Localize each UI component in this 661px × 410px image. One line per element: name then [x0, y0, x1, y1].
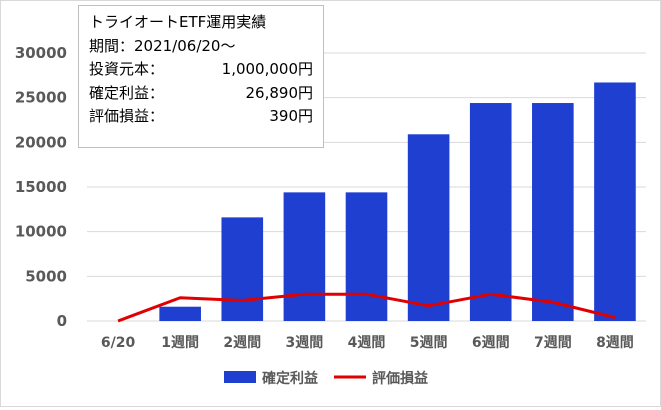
- x-tick-label: 6/20: [101, 335, 136, 351]
- x-tick-label: 2週間: [223, 335, 261, 351]
- bar-8: [594, 82, 636, 321]
- x-tick-label: 7週間: [534, 335, 572, 351]
- y-tick-label: 25000: [15, 89, 67, 107]
- info-value-realized: 26,890円: [246, 82, 314, 106]
- y-tick-label: 0: [57, 312, 67, 330]
- bar-5: [408, 134, 450, 321]
- info-row-realized: 確定利益： 26,890円: [89, 82, 313, 106]
- y-axis-ticks: 0 5000 10000 15000 20000 25000 30000: [15, 44, 67, 330]
- x-tick-label: 8週間: [596, 335, 634, 351]
- bar-1: [159, 307, 201, 321]
- bar-4: [346, 192, 388, 321]
- x-tick-label: 5週間: [410, 335, 448, 351]
- bar-3: [284, 192, 326, 321]
- x-tick-label: 1週間: [161, 335, 199, 351]
- info-label-realized: 確定利益：: [89, 82, 164, 106]
- legend-swatch-bar: [224, 371, 256, 383]
- bar-2: [221, 217, 263, 321]
- summary-info-box: トライオートETF運用実績 期間：2021/06/20～ 投資元本： 1,000…: [78, 5, 324, 148]
- bar-6: [470, 103, 512, 321]
- bar-7: [532, 103, 574, 321]
- legend-label-bar: 確定利益: [262, 370, 318, 387]
- info-title: トライオートETF運用実績: [89, 11, 313, 35]
- y-tick-label: 10000: [15, 223, 67, 241]
- y-tick-label: 20000: [15, 133, 67, 151]
- x-tick-label: 6週間: [472, 335, 510, 351]
- x-tick-label: 3週間: [286, 335, 324, 351]
- info-value-principal: 1,000,000円: [222, 58, 313, 82]
- x-axis-ticks: 6/20 1週間 2週間 3週間 4週間 5週間 6週間 7週間 8週間: [101, 335, 634, 351]
- info-period: 期間：2021/06/20～: [89, 35, 313, 59]
- info-label-principal: 投資元本：: [89, 58, 164, 82]
- legend-label-line: 評価損益: [372, 370, 428, 387]
- y-tick-label: 30000: [15, 44, 67, 62]
- info-row-principal: 投資元本： 1,000,000円: [89, 58, 313, 82]
- legend: 確定利益 評価損益: [224, 370, 428, 387]
- info-row-unrealized: 評価損益： 390円: [89, 105, 313, 129]
- x-tick-label: 4週間: [348, 335, 386, 351]
- info-label-unrealized: 評価損益：: [89, 105, 164, 129]
- info-value-unrealized: 390円: [269, 105, 313, 129]
- y-tick-label: 15000: [15, 178, 67, 196]
- y-tick-label: 5000: [25, 267, 67, 285]
